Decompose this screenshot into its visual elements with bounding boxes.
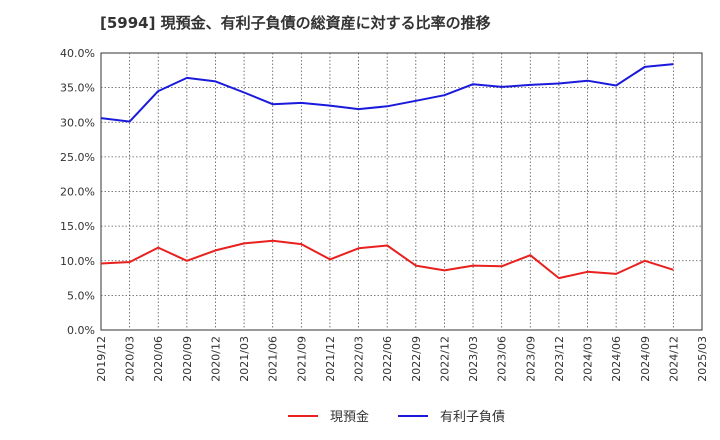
- x-tick-label: 2019/12: [95, 336, 108, 382]
- x-tick-label: 2020/12: [209, 336, 222, 382]
- legend-label: 有利子負債: [440, 410, 505, 425]
- y-tick-label: 30.0%: [60, 116, 95, 129]
- x-tick-label: 2020/06: [152, 336, 165, 382]
- x-tick-label: 2024/03: [582, 336, 595, 382]
- series-line-cash: [100, 239, 674, 280]
- x-tick-label: 2021/09: [295, 336, 308, 382]
- x-tick-label: 2020/03: [124, 336, 137, 382]
- x-tick-label: 2024/12: [667, 336, 680, 382]
- x-tick-label: 2022/09: [410, 336, 423, 382]
- x-tick-label: 2020/09: [181, 336, 194, 382]
- y-tick-label: 40.0%: [60, 47, 95, 60]
- x-tick-label: 2023/06: [496, 336, 509, 382]
- x-tick-label: 2022/12: [438, 336, 451, 382]
- x-tick-label: 2024/06: [610, 336, 623, 382]
- chart-title: [5994] 現預金、有利子負債の総資産に対する比率の推移: [100, 14, 491, 32]
- y-tick-label: 5.0%: [67, 289, 95, 302]
- x-tick-label: 2023/09: [524, 336, 537, 382]
- y-tick-label: 25.0%: [60, 151, 95, 164]
- x-tick-label: 2023/03: [467, 336, 480, 382]
- x-tick-label: 2022/03: [353, 336, 366, 382]
- y-tick-label: 35.0%: [60, 82, 95, 95]
- x-tick-label: 2021/12: [324, 336, 337, 382]
- y-tick-label: 15.0%: [60, 220, 95, 233]
- y-tick-label: 0.0%: [67, 324, 95, 337]
- x-tick-label: 2025/03: [696, 336, 709, 382]
- x-tick-label: 2021/03: [238, 336, 251, 382]
- x-tick-label: 2024/09: [639, 336, 652, 382]
- plot-frame: [100, 52, 703, 331]
- y-tick-label: 10.0%: [60, 255, 95, 268]
- y-tick-label: 20.0%: [60, 186, 95, 199]
- series-line-debt: [100, 63, 674, 123]
- x-tick-label: 2022/06: [381, 336, 394, 382]
- legend-label: 現預金: [330, 409, 369, 425]
- x-tick-label: 2023/12: [553, 336, 566, 382]
- x-tick-label: 2021/06: [267, 336, 280, 382]
